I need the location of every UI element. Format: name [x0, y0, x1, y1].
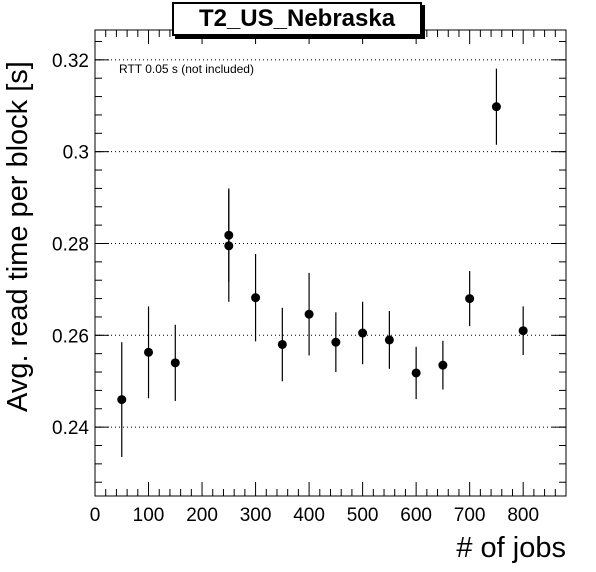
- data-point: [117, 395, 127, 405]
- data-point: [491, 102, 501, 112]
- data-point: [304, 309, 314, 319]
- data-point: [518, 326, 528, 336]
- x-tick-label: 600: [400, 505, 432, 526]
- x-axis-label: # of jobs: [456, 532, 566, 564]
- data-point: [438, 360, 448, 370]
- data-point: [465, 294, 475, 304]
- data-point: [144, 347, 154, 357]
- x-tick-label: 100: [133, 505, 165, 526]
- chart-title: T2_US_Nebraska: [172, 2, 422, 36]
- x-tick-label: 700: [454, 505, 486, 526]
- x-tick-label: 800: [507, 505, 539, 526]
- x-tick-label: 500: [347, 505, 379, 526]
- data-point: [358, 328, 368, 338]
- x-tick-label: 300: [240, 505, 272, 526]
- y-tick-label: 0.24: [52, 418, 89, 439]
- data-point: [224, 241, 234, 251]
- x-tick-label: 200: [186, 505, 218, 526]
- data-points: [117, 68, 528, 457]
- data-point: [170, 358, 180, 368]
- tick-labels: 0.24 0.26 0.28 0.3 0.32 0 100 200 300 400 500 600 70…: [52, 51, 539, 526]
- x-tick-label: 400: [293, 505, 325, 526]
- grid-lines: [95, 59, 566, 428]
- data-point: [331, 337, 341, 347]
- y-axis-label: Avg. read time per block [s]: [2, 61, 34, 412]
- y-tick-label: 0.32: [52, 51, 89, 72]
- rtt-annotation: RTT 0.05 s (not included): [119, 62, 254, 76]
- data-point: [277, 339, 287, 349]
- plot-frame: [94, 29, 567, 497]
- y-tick-label: 0.3: [63, 143, 89, 164]
- data-point: [411, 368, 421, 378]
- y-tick-label: 0.28: [52, 234, 89, 255]
- y-tick-label: 0.26: [52, 326, 89, 347]
- data-point: [251, 293, 261, 303]
- x-tick-label: 0: [90, 505, 101, 526]
- data-point: [384, 335, 394, 345]
- axis-ticks: [94, 30, 567, 496]
